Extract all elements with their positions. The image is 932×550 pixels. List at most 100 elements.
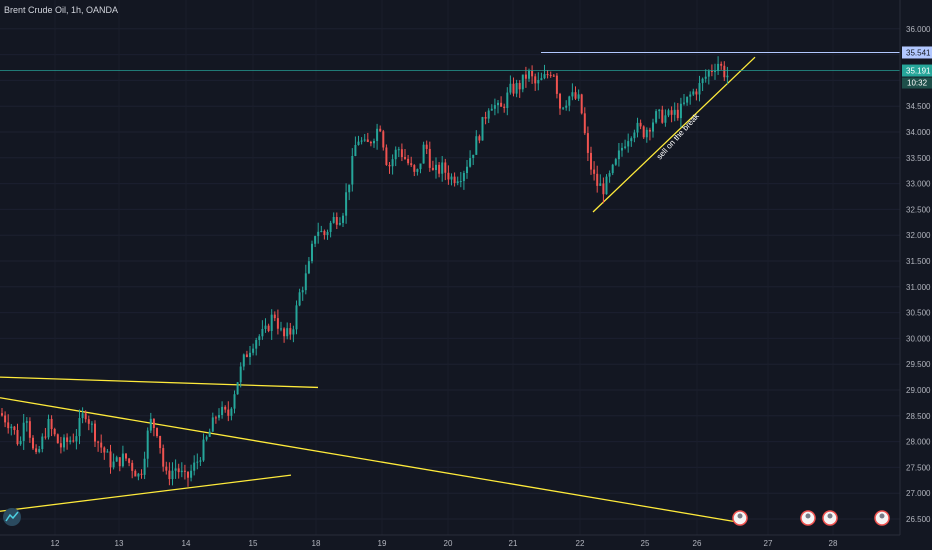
- candle-body: [72, 440, 75, 442]
- candle-body: [125, 453, 127, 459]
- price-axis-bg: [900, 0, 932, 550]
- candle-body: [19, 440, 22, 445]
- price-tick-label: 31.000: [906, 283, 931, 292]
- candle-body: [106, 451, 109, 453]
- candle-body: [363, 139, 366, 141]
- candle-body: [543, 74, 546, 79]
- candle-body: [81, 413, 84, 419]
- candle-body: [208, 431, 211, 437]
- candle-body: [602, 183, 605, 195]
- candle-body: [25, 421, 28, 423]
- time-tick-label: 12: [51, 539, 60, 548]
- candle-body: [518, 83, 521, 90]
- candle-body: [648, 129, 651, 132]
- candle-body: [456, 181, 459, 184]
- candle-body: [586, 133, 589, 153]
- candle-body: [627, 141, 630, 147]
- candle-body: [103, 447, 106, 453]
- time-tick-label: 15: [249, 539, 258, 548]
- candle-body: [596, 173, 599, 186]
- candle-body: [521, 74, 524, 90]
- candle-body: [555, 75, 558, 94]
- candle-body: [143, 458, 146, 475]
- candle-body: [444, 162, 447, 173]
- price-tick-label: 27.000: [906, 489, 931, 498]
- price-axis[interactable]: 26.500 27.000 27.500 28.000 28.500 29.000 29.5…: [899, 0, 932, 550]
- candle-body: [264, 325, 267, 329]
- price-tick-label: 33.000: [906, 180, 931, 189]
- candle-body: [329, 222, 332, 232]
- price-levels[interactable]: [0, 51, 900, 71]
- candle-body: [180, 470, 183, 473]
- candle-body: [7, 422, 10, 429]
- candle-body: [466, 166, 468, 173]
- event-badge-dot: [879, 513, 885, 519]
- candle-body: [373, 140, 375, 144]
- candle-body: [224, 406, 227, 410]
- candle-body: [345, 192, 348, 216]
- candle-body: [689, 94, 692, 97]
- candle-body: [500, 102, 503, 107]
- price-tick-label: 32.000: [906, 231, 931, 240]
- candle-body: [416, 169, 419, 172]
- candle-body: [506, 92, 509, 109]
- candle-body: [577, 94, 580, 99]
- countdown-label: 10:32: [907, 79, 928, 88]
- candle-body: [661, 109, 664, 123]
- candle-body: [177, 468, 180, 473]
- candle-body: [394, 149, 397, 160]
- candle-body: [435, 164, 437, 170]
- time-tick-label: 27: [764, 539, 773, 548]
- trendline-2[interactable]: [0, 397, 736, 523]
- candle-body: [115, 457, 118, 462]
- candle-body: [156, 428, 158, 437]
- candle-body: [165, 466, 168, 471]
- current-price-tag: [902, 64, 932, 77]
- candle-body: [509, 83, 512, 93]
- trendline-4[interactable]: [592, 56, 756, 213]
- candle-body: [481, 117, 484, 141]
- event-badges[interactable]: [732, 510, 890, 526]
- time-tick-label: 25: [641, 539, 650, 548]
- candle-body: [633, 132, 636, 139]
- candle-body: [90, 423, 93, 425]
- time-tick-label: 13: [115, 539, 124, 548]
- candle-body: [540, 78, 543, 80]
- candle-body: [233, 394, 236, 409]
- logo-mark: [5, 511, 19, 522]
- candle-body: [469, 158, 472, 167]
- candle-body: [701, 78, 704, 84]
- candle-body: [162, 448, 165, 467]
- candle-body: [710, 70, 713, 72]
- price-tick-label: 31.500: [906, 257, 931, 266]
- candle-body: [351, 155, 354, 185]
- candle-body: [69, 440, 72, 442]
- candle-body: [63, 437, 65, 448]
- candle-body: [447, 172, 450, 180]
- candle-body: [59, 443, 62, 448]
- price-tick-label: 33.500: [906, 154, 931, 163]
- trendlines[interactable]: [0, 56, 756, 523]
- price-tick-label: 30.500: [906, 309, 931, 318]
- candle-body: [22, 422, 25, 441]
- candle-body: [599, 183, 602, 186]
- candle-body: [94, 423, 96, 442]
- candle-body: [252, 348, 255, 353]
- candle-body: [574, 92, 577, 99]
- candle-body: [404, 157, 406, 159]
- countdown-tag: [902, 77, 932, 89]
- trendline-1[interactable]: [0, 376, 319, 389]
- time-tick-label: 26: [693, 539, 702, 548]
- candle-body: [171, 470, 174, 480]
- trendline-3[interactable]: [0, 474, 292, 512]
- tradingview-logo-icon[interactable]: [3, 508, 21, 526]
- time-tick-label: 18: [312, 539, 321, 548]
- candle-body: [425, 144, 428, 149]
- candle-body: [385, 147, 388, 165]
- candle-body: [314, 236, 317, 244]
- time-axis[interactable]: 12 13 14 15 18 19 20 21 22 25 26 27 28: [0, 534, 900, 548]
- candle-body: [487, 110, 490, 119]
- price-axis-labels: 35.541 35.191 10:32: [902, 46, 932, 89]
- candle-body: [317, 231, 320, 237]
